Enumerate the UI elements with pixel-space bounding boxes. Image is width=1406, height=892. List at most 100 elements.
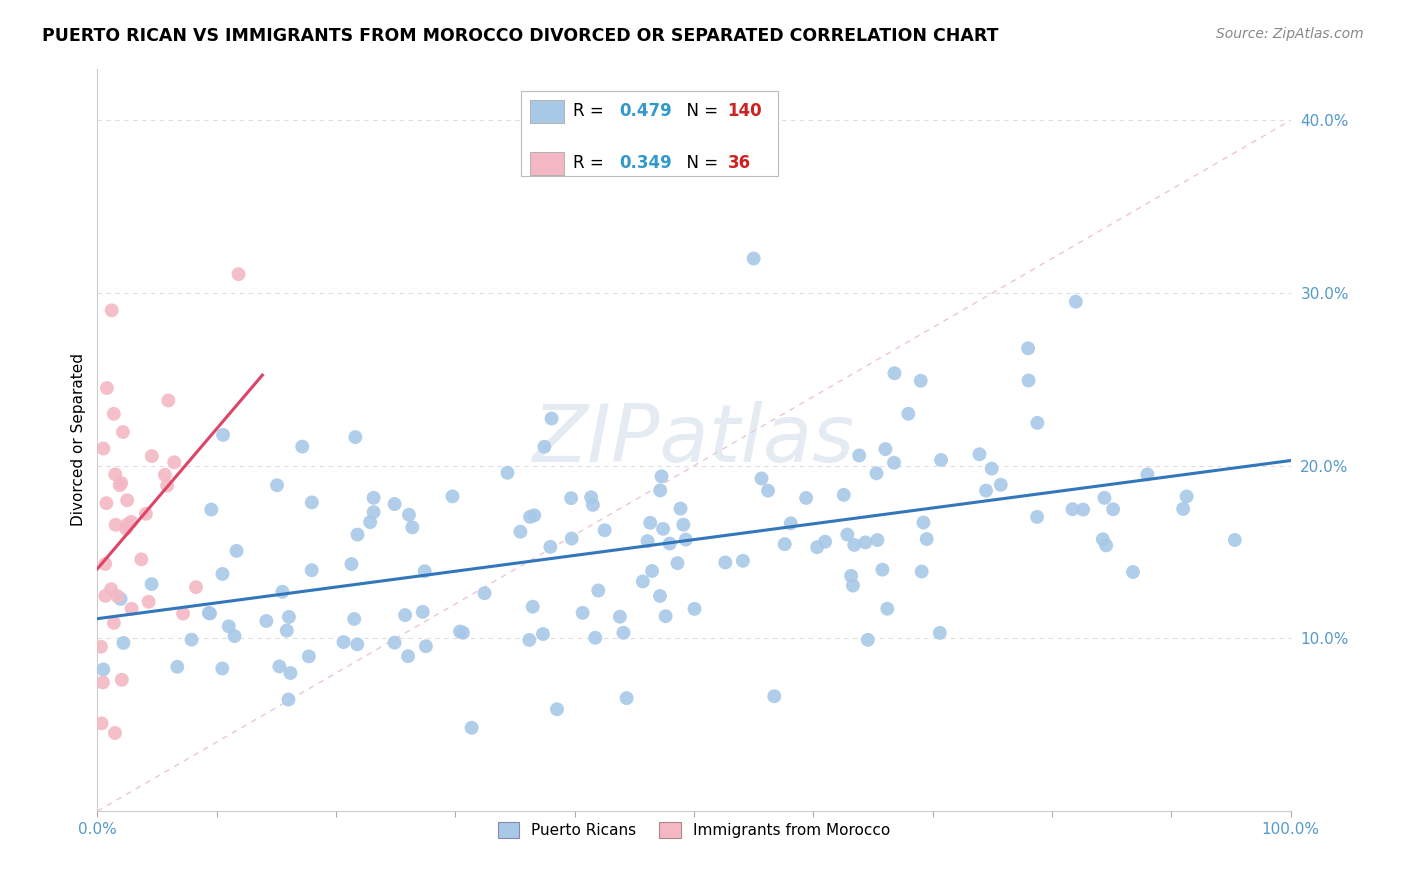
Point xyxy=(582,498,605,512)
Point xyxy=(560,491,582,505)
Point xyxy=(912,516,935,530)
Point xyxy=(1018,374,1040,388)
Point xyxy=(876,601,898,615)
Point xyxy=(131,552,153,566)
Point xyxy=(271,584,294,599)
Point xyxy=(291,440,314,454)
Point xyxy=(522,599,544,614)
Point xyxy=(120,515,142,529)
Point xyxy=(110,591,132,606)
Point xyxy=(910,374,932,388)
Point xyxy=(969,447,991,461)
Point xyxy=(654,609,676,624)
Point xyxy=(359,515,381,529)
Point xyxy=(153,467,176,482)
Point xyxy=(875,442,897,456)
Point xyxy=(616,691,638,706)
Point xyxy=(669,501,692,516)
Point xyxy=(211,661,233,675)
Point xyxy=(731,554,754,568)
Point xyxy=(672,517,695,532)
Point xyxy=(1136,467,1159,482)
Point xyxy=(104,726,127,740)
Point xyxy=(631,574,654,589)
Point xyxy=(1095,538,1118,552)
Point xyxy=(751,471,773,485)
Point xyxy=(517,632,540,647)
Point xyxy=(848,449,870,463)
Point xyxy=(980,461,1002,475)
Point xyxy=(856,632,879,647)
Text: 0.479: 0.479 xyxy=(619,102,672,120)
Point xyxy=(855,535,877,549)
Point xyxy=(121,601,143,615)
Text: PUERTO RICAN VS IMMIGRANTS FROM MOROCCO DIVORCED OR SEPARATED CORRELATION CHART: PUERTO RICAN VS IMMIGRANTS FROM MOROCCO … xyxy=(42,27,998,45)
Point xyxy=(842,578,865,592)
Point xyxy=(172,607,194,621)
Point xyxy=(184,580,207,594)
Point xyxy=(460,721,482,735)
Point xyxy=(915,532,938,546)
Point xyxy=(96,381,118,395)
Point xyxy=(773,537,796,551)
Point xyxy=(561,532,583,546)
Point xyxy=(683,602,706,616)
Point xyxy=(872,563,894,577)
Point xyxy=(363,491,385,505)
Point xyxy=(1094,491,1116,505)
Point xyxy=(814,534,837,549)
Point xyxy=(974,483,997,498)
Point xyxy=(648,589,671,603)
Point xyxy=(117,517,139,532)
Point xyxy=(91,675,114,690)
Text: 140: 140 xyxy=(727,102,762,120)
Point xyxy=(298,649,321,664)
Point xyxy=(638,516,661,530)
Point xyxy=(138,595,160,609)
Point xyxy=(540,411,562,425)
Point xyxy=(451,625,474,640)
Point xyxy=(650,483,672,498)
Text: 36: 36 xyxy=(727,153,751,172)
Point xyxy=(1102,502,1125,516)
Point xyxy=(266,478,288,492)
Point xyxy=(115,522,138,536)
Point xyxy=(866,533,889,547)
Text: N =: N = xyxy=(676,102,724,120)
Point xyxy=(277,610,299,624)
Point xyxy=(269,659,291,673)
Point xyxy=(742,252,765,266)
Point xyxy=(100,582,122,597)
Point xyxy=(157,393,180,408)
Text: ZIPatlas: ZIPatlas xyxy=(533,401,855,479)
Point xyxy=(571,606,593,620)
Point xyxy=(637,534,659,549)
Point xyxy=(200,502,222,516)
FancyBboxPatch shape xyxy=(530,153,564,175)
Point xyxy=(928,626,950,640)
Point xyxy=(519,509,541,524)
Point xyxy=(301,563,323,577)
Point xyxy=(641,564,664,578)
Point xyxy=(340,557,363,571)
Point xyxy=(1223,533,1246,547)
Point xyxy=(180,632,202,647)
Point xyxy=(108,478,131,492)
Point xyxy=(332,635,354,649)
Point xyxy=(837,527,859,541)
Point xyxy=(714,556,737,570)
Point xyxy=(141,449,163,463)
Point xyxy=(94,589,117,603)
Point xyxy=(533,440,555,454)
Point xyxy=(588,583,610,598)
Point xyxy=(449,624,471,639)
Point xyxy=(546,702,568,716)
Point xyxy=(104,467,127,482)
Point xyxy=(346,637,368,651)
Point xyxy=(384,497,406,511)
Point xyxy=(110,476,132,491)
Point xyxy=(212,428,235,442)
Text: R =: R = xyxy=(574,153,609,172)
Point xyxy=(224,629,246,643)
Point xyxy=(103,615,125,630)
